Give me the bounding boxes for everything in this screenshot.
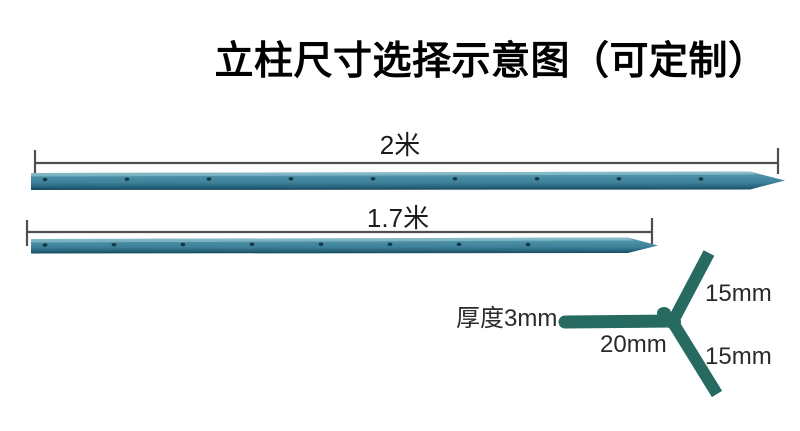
y-profile-illustration (558, 250, 723, 398)
page-title: 立柱尺寸选择示意图（可定制） (214, 40, 768, 83)
y-profile-lower-arm (666, 317, 723, 398)
dimension-line-2m (33, 148, 780, 176)
thickness-label: 厚度3mm (456, 305, 558, 332)
post-2m-highlight (31, 171, 756, 177)
post-1-7m-holes (42, 242, 531, 247)
y-profile-upper-arm (666, 250, 715, 326)
dimension-label-2m: 2米 (379, 130, 421, 160)
dimension-line-1-7m (25, 218, 654, 246)
dimension-label-1-7m: 1.7米 (366, 203, 430, 233)
post-2m-illustration (31, 171, 785, 190)
flange-top-label: 15mm (705, 280, 772, 307)
post-1-7m-highlight (31, 237, 634, 243)
y-profile-junction (657, 307, 671, 319)
post-2m-body (31, 171, 785, 190)
y-profile-base-arm (558, 314, 681, 329)
y-profile-junction-core (665, 315, 681, 329)
post-1-7m-illustration (31, 237, 658, 254)
post-2m-holes (42, 177, 704, 182)
flange-bottom-label: 15mm (705, 343, 772, 370)
base-width-label: 20mm (600, 331, 667, 358)
